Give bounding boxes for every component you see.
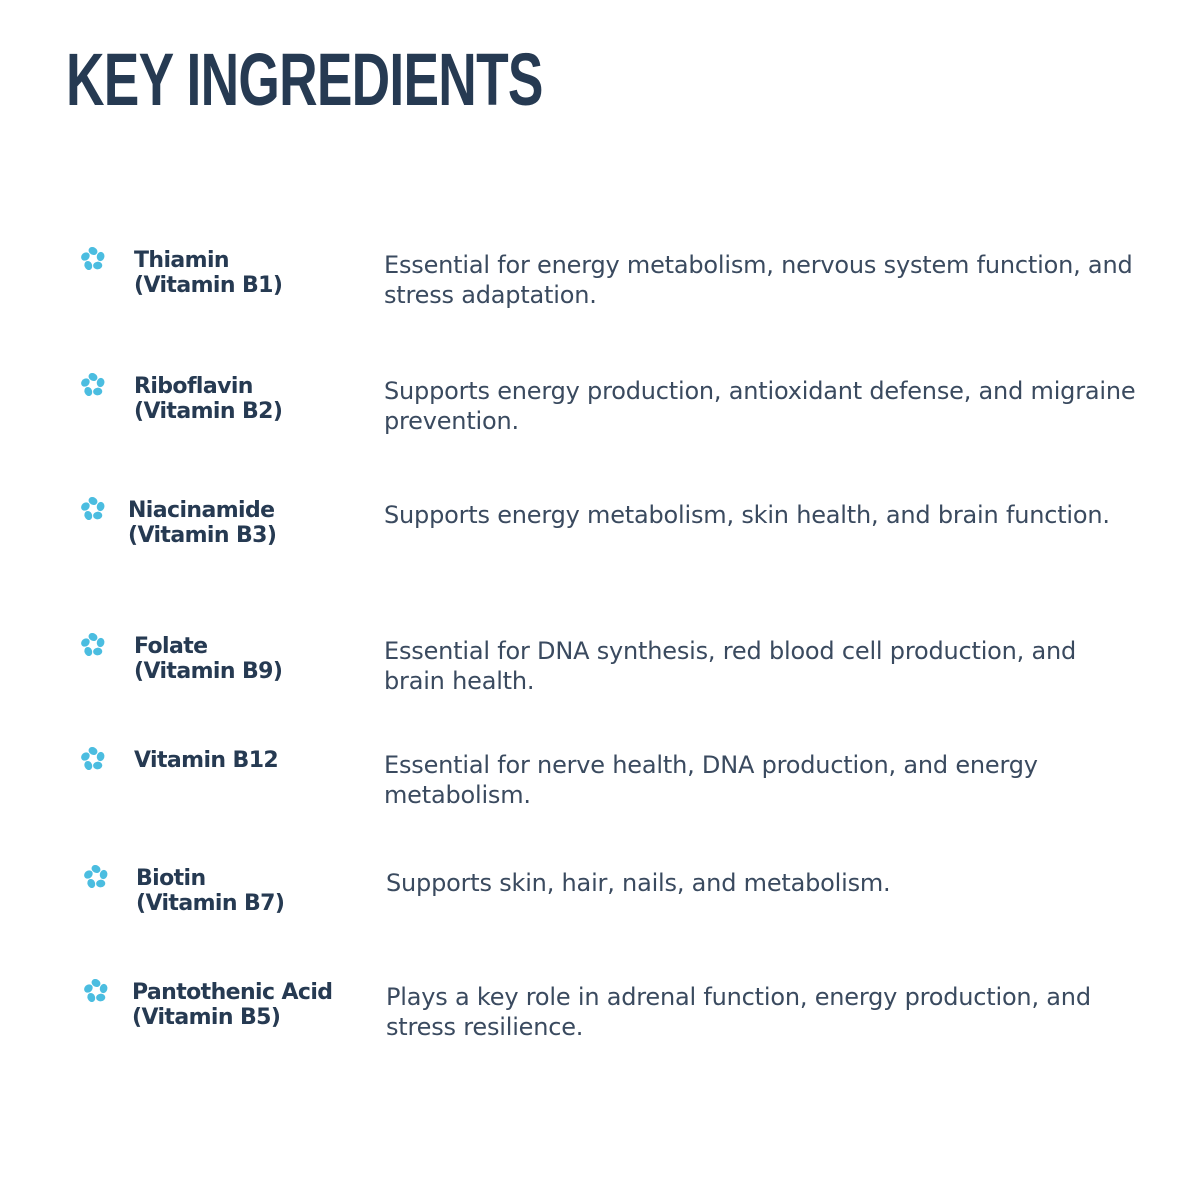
flower-dots-icon bbox=[80, 246, 106, 272]
ingredient-title: Niacinamide bbox=[128, 498, 275, 523]
ingredient-name: Folate (Vitamin B9) bbox=[134, 634, 283, 684]
ingredient-name: Vitamin B12 bbox=[134, 748, 279, 773]
ingredient-subtitle: (Vitamin B2) bbox=[134, 399, 283, 424]
ingredient-subtitle: (Vitamin B7) bbox=[136, 891, 285, 916]
ingredient-name: Riboflavin (Vitamin B2) bbox=[134, 374, 283, 424]
ingredient-subtitle: (Vitamin B9) bbox=[134, 659, 283, 684]
ingredient-name: Thiamin (Vitamin B1) bbox=[134, 248, 283, 298]
flower-dots-icon bbox=[80, 746, 106, 772]
flower-dots-icon bbox=[80, 372, 106, 398]
ingredient-name: Pantothenic Acid (Vitamin B5) bbox=[132, 980, 333, 1030]
flower-dots-icon bbox=[83, 864, 109, 890]
ingredient-description: Plays a key role in adrenal function, en… bbox=[386, 983, 1091, 1041]
flower-dots-icon bbox=[80, 632, 106, 658]
ingredient-description: Supports skin, hair, nails, and metaboli… bbox=[386, 869, 891, 897]
ingredient-description: Essential for energy metabolism, nervous… bbox=[384, 251, 1133, 309]
ingredient-description: Supports energy production, antioxidant … bbox=[384, 377, 1136, 435]
ingredient-title: Biotin bbox=[136, 866, 206, 891]
ingredient-title: Riboflavin bbox=[134, 374, 253, 399]
ingredient-title: Vitamin B12 bbox=[134, 748, 279, 773]
flower-dots-icon bbox=[83, 978, 109, 1004]
ingredient-title: Folate bbox=[134, 634, 208, 659]
ingredient-subtitle: (Vitamin B3) bbox=[128, 523, 277, 548]
ingredient-title: Pantothenic Acid bbox=[132, 980, 333, 1005]
ingredient-description: Essential for nerve health, DNA producti… bbox=[384, 751, 1038, 809]
ingredient-subtitle: (Vitamin B1) bbox=[134, 273, 283, 298]
page-title: KEY INGREDIENTS bbox=[66, 38, 543, 121]
ingredient-description: Essential for DNA synthesis, red blood c… bbox=[384, 637, 1077, 695]
ingredient-description: Supports energy metabolism, skin health,… bbox=[384, 501, 1110, 529]
flower-dots-icon bbox=[80, 496, 106, 522]
ingredient-subtitle: (Vitamin B5) bbox=[132, 1005, 281, 1030]
ingredient-title: Thiamin bbox=[134, 248, 230, 273]
ingredient-name: Niacinamide (Vitamin B3) bbox=[128, 498, 277, 548]
ingredient-name: Biotin (Vitamin B7) bbox=[136, 866, 285, 916]
